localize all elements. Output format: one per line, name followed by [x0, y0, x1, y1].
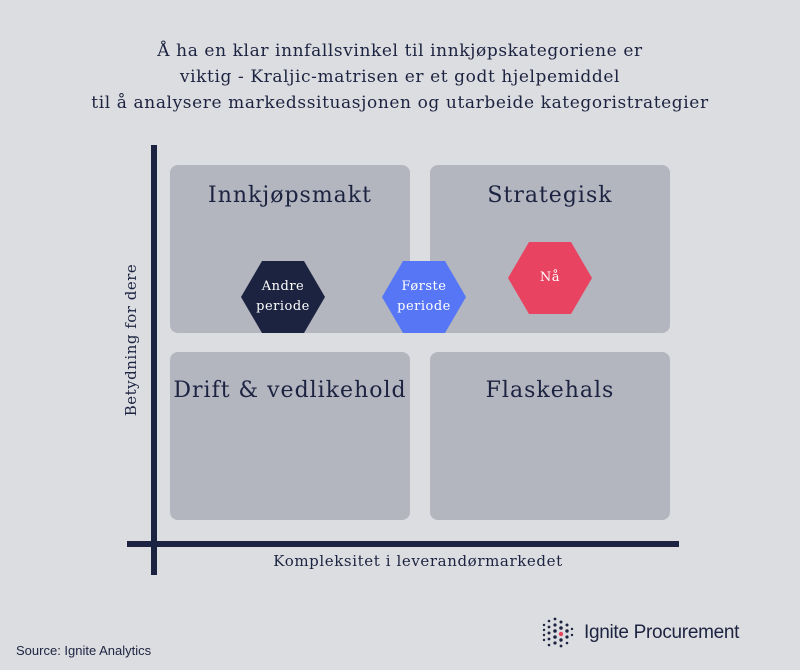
marker-na: Nå	[508, 242, 592, 314]
y-axis-label: Betydning for dere	[122, 263, 140, 417]
marker-andre-periode: Andre periode	[241, 261, 325, 333]
source-caption: Source: Ignite Analytics	[16, 643, 152, 658]
quadrant-label: Drift & vedlikehold	[173, 378, 407, 403]
marker-label-line-2: periode	[397, 299, 451, 314]
quadrant-label: Innkjøpsmakt	[208, 183, 372, 208]
marker-label-line-1: Andre	[261, 279, 305, 294]
marker-label-line-2: periode	[256, 299, 310, 314]
title-line-3: til å analysere markedssituasjonen og ut…	[91, 93, 709, 113]
logo-text: Ignite Procurement	[584, 622, 740, 643]
marker-label: Nå	[539, 270, 561, 285]
marker-forste-periode: Første periode	[382, 261, 466, 333]
x-axis-label: Kompleksitet i leverandørmarkedet	[273, 552, 563, 570]
quadrant-label: Strategisk	[487, 183, 613, 208]
quadrant-flaskehals: Flaskehals	[430, 352, 670, 520]
title-line-2: viktig - Kraljic-matrisen er et godt hje…	[179, 67, 621, 87]
quadrant-drift-vedlikehold: Drift & vedlikehold	[170, 352, 410, 520]
dot-grid-logo-icon	[542, 617, 574, 648]
ignite-procurement-logo: Ignite Procurement	[540, 616, 739, 650]
page-title: Å ha en klar innfallsvinkel til innkjøps…	[0, 38, 800, 116]
x-axis-line	[127, 541, 679, 547]
marker-label-line-1: Første	[401, 279, 447, 294]
y-axis-line	[151, 145, 157, 575]
title-line-1: Å ha en klar innfallsvinkel til innkjøps…	[157, 41, 643, 61]
quadrant-label: Flaskehals	[485, 378, 615, 403]
